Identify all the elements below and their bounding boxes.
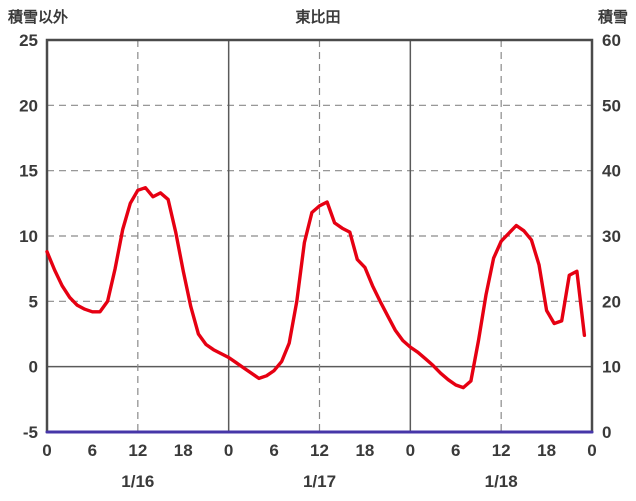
hour-tick-label: 18	[537, 441, 556, 460]
hour-tick-label: 12	[310, 441, 329, 460]
right-axis-tick-label: 10	[602, 358, 621, 377]
hour-tick-label: 0	[42, 441, 51, 460]
right-axis-tick-label: 50	[602, 96, 621, 115]
hour-tick-label: 6	[451, 441, 460, 460]
right-axis-tick-label: 40	[602, 162, 621, 181]
left-axis-tick-label: 5	[29, 292, 38, 311]
series-line-temperature	[45, 185, 587, 390]
right-axis-tick-label: 30	[602, 227, 621, 246]
hour-tick-label: 0	[406, 441, 415, 460]
hour-tick-label: 0	[224, 441, 233, 460]
left-axis-tick-label: -5	[23, 423, 38, 442]
date-label: 1/16	[121, 472, 154, 491]
hour-tick-label: 12	[128, 441, 147, 460]
left-axis-tick-label: 0	[29, 358, 38, 377]
left-axis-tick-label: 25	[19, 31, 38, 50]
left-axis-tick-label: 15	[19, 162, 38, 181]
date-label: 1/17	[303, 472, 336, 491]
chart-title: 東比田	[295, 9, 341, 26]
hour-tick-label: 0	[587, 441, 596, 460]
left-axis-tick-label: 20	[19, 96, 38, 115]
right-axis-title: 積雪	[597, 9, 628, 26]
hour-tick-label: 6	[269, 441, 278, 460]
right-axis-tick-label: 20	[602, 292, 621, 311]
right-axis-tick-label: 0	[602, 423, 611, 442]
hour-tick-label: 12	[492, 441, 511, 460]
hour-tick-label: 6	[88, 441, 97, 460]
left-axis-title: 積雪以外	[8, 9, 69, 26]
hour-tick-label: 18	[355, 441, 374, 460]
hour-tick-label: 18	[174, 441, 193, 460]
right-axis-tick-label: 60	[602, 31, 621, 50]
left-axis-tick-label: 10	[19, 227, 38, 246]
date-label: 1/18	[485, 472, 518, 491]
